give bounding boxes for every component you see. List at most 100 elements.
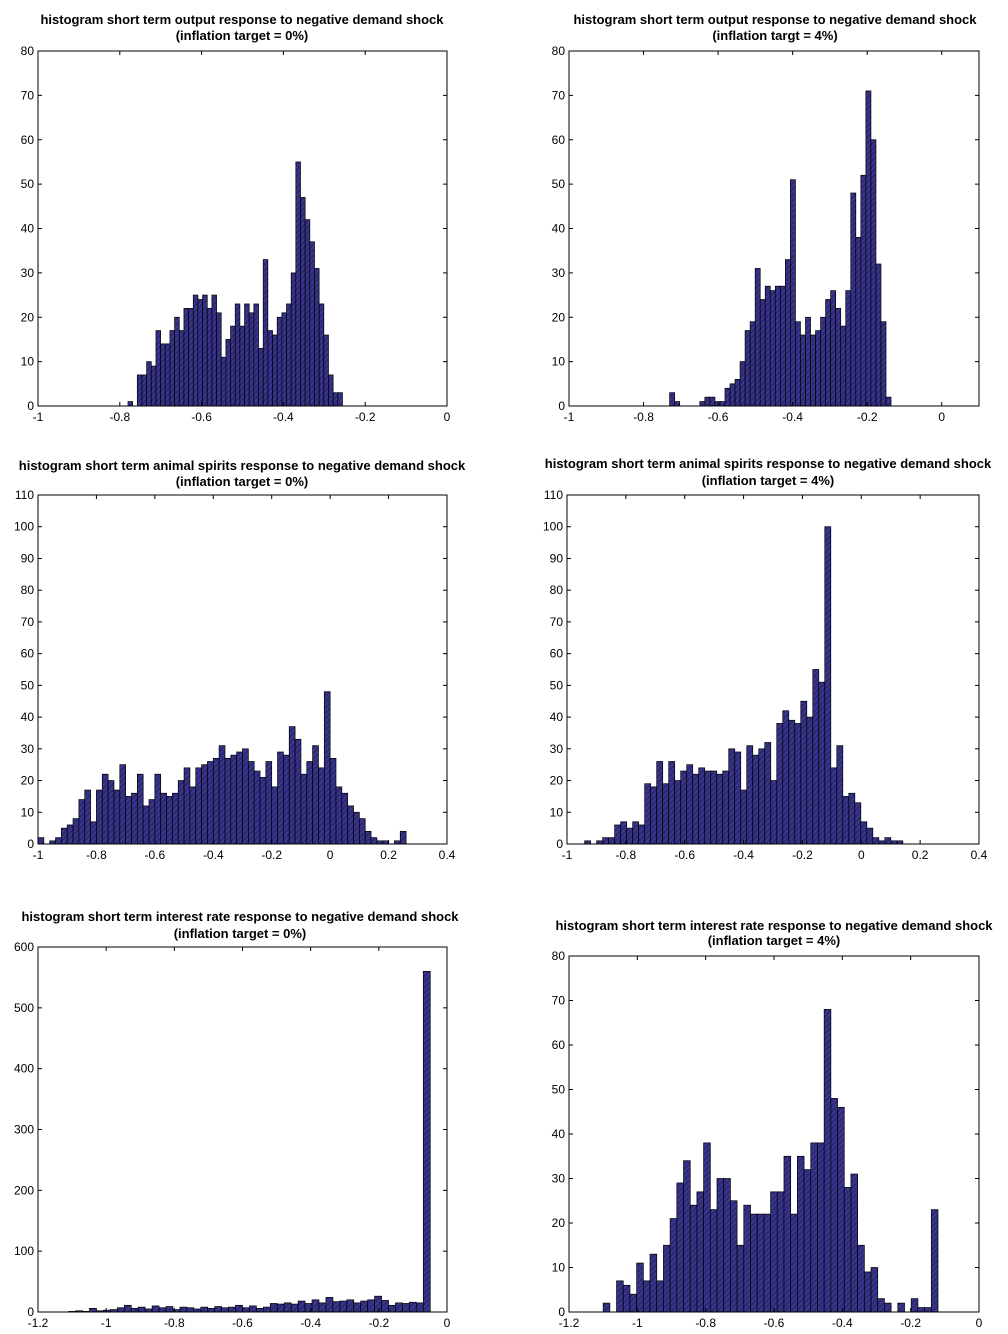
- histogram-bar: [649, 1253, 658, 1313]
- histogram-bar: [239, 325, 245, 407]
- histogram-bar: [865, 90, 872, 407]
- histogram-bar: [830, 1098, 838, 1313]
- histogram-bar: [218, 745, 226, 845]
- x-tick-label: -0.6: [232, 1316, 253, 1330]
- x-tick-label: -0.2: [355, 410, 376, 424]
- histogram-bar: [235, 1304, 243, 1313]
- histogram-bar: [136, 773, 144, 845]
- histogram-bar: [756, 1213, 765, 1313]
- histogram-bar: [750, 1213, 758, 1313]
- histogram-bar: [806, 716, 814, 845]
- histogram-bar: [810, 334, 816, 407]
- histogram-bar: [207, 761, 214, 845]
- histogram-bar: [130, 1307, 139, 1313]
- histogram-bar: [674, 401, 681, 407]
- histogram-bar: [897, 1302, 905, 1313]
- histogram-bar: [709, 396, 716, 407]
- histogram-bar: [78, 799, 86, 845]
- histogram-bar: [253, 770, 261, 845]
- x-tick-label: -0.6: [191, 410, 212, 424]
- histogram-bar: [131, 792, 138, 845]
- histogram-bar: [178, 330, 185, 407]
- chart-subtitle: (inflation targt = 4%): [712, 28, 837, 43]
- histogram-bar: [119, 764, 126, 845]
- histogram-bar: [818, 681, 826, 845]
- histogram-bar: [332, 1301, 341, 1313]
- chart-subtitle: (inflation target = 0%): [174, 926, 307, 941]
- histogram-bar: [770, 1191, 778, 1313]
- histogram-bar: [154, 773, 162, 845]
- histogram-bar: [150, 365, 157, 407]
- histogram-bar: [346, 1299, 355, 1313]
- y-tick-label: 80: [21, 44, 35, 58]
- histogram-bar: [151, 1305, 160, 1313]
- x-tick-label: -0.8: [86, 848, 107, 862]
- x-tick-label: -0.4: [300, 1316, 321, 1330]
- x-tick-label: -1: [564, 410, 575, 424]
- x-tick-label: -1: [33, 410, 44, 424]
- histogram-bar: [805, 316, 811, 407]
- histogram-bar: [758, 748, 766, 845]
- chart-subtitle: (inflation target = 0%): [176, 474, 309, 489]
- y-tick-label: 40: [552, 1127, 566, 1141]
- y-tick-label: 0: [558, 1305, 565, 1319]
- histogram-bar: [872, 837, 880, 845]
- histogram-bar: [169, 330, 175, 407]
- histogram-bar: [281, 312, 287, 407]
- histogram-bar: [724, 387, 731, 407]
- histogram-bar: [845, 290, 852, 407]
- histogram-bar: [399, 830, 407, 845]
- histogram-bar: [263, 1306, 271, 1313]
- histogram-bar: [225, 339, 231, 407]
- histogram-bar: [276, 316, 283, 407]
- histogram-bar: [788, 719, 796, 845]
- y-tick-label: 70: [21, 88, 35, 102]
- histogram-bar: [165, 1306, 174, 1313]
- axes-frame: [566, 494, 980, 845]
- histogram-bar: [910, 1298, 919, 1313]
- y-tick-label: 80: [552, 44, 566, 58]
- histogram-bar: [668, 761, 676, 845]
- histogram-bar: [276, 1303, 285, 1313]
- x-tick-label: -0.8: [695, 1316, 716, 1330]
- histogram-bar: [339, 1300, 348, 1313]
- histogram-bar: [632, 821, 640, 845]
- histogram-bar: [823, 1009, 832, 1313]
- histogram-bar: [267, 330, 273, 407]
- x-tick-label: -0.2: [261, 848, 282, 862]
- histogram-bar: [779, 285, 786, 407]
- y-tick-label: 70: [21, 615, 35, 629]
- y-tick-label: 100: [14, 520, 34, 534]
- histogram-bar: [107, 780, 115, 845]
- histogram-panel-6: histogram short term interest rate respo…: [552, 918, 994, 1330]
- histogram-bar: [228, 1306, 236, 1313]
- histogram-bar: [136, 374, 143, 407]
- x-tick-label: -1: [101, 1316, 112, 1330]
- histogram-bar: [855, 237, 862, 407]
- y-tick-label: 30: [21, 266, 35, 280]
- histogram-bar: [730, 1200, 738, 1313]
- histogram-bar: [749, 321, 756, 407]
- histogram-bar: [212, 757, 220, 845]
- histogram-bar: [300, 773, 308, 845]
- histogram-panel-2: histogram short term output response to …: [552, 12, 980, 424]
- histogram-bar: [723, 1178, 731, 1313]
- x-tick-label: -1.2: [559, 1316, 580, 1330]
- histogram-panel-4: histogram short term animal spirits resp…: [543, 456, 992, 862]
- histogram-bar: [850, 1173, 858, 1313]
- histogram-bar: [764, 285, 771, 407]
- histogram-bar: [125, 796, 132, 845]
- histogram-bar: [824, 526, 832, 845]
- histogram-bar: [200, 1306, 209, 1313]
- histogram-bar: [230, 325, 236, 407]
- histogram-bar: [602, 1302, 611, 1313]
- histogram-panel-5: histogram short term interest rate respo…: [14, 909, 459, 1330]
- histogram-bar: [744, 330, 751, 407]
- y-tick-label: 400: [14, 1062, 34, 1076]
- histogram-bar: [810, 1142, 818, 1313]
- histogram-bar: [248, 312, 255, 407]
- histogram-bar: [614, 824, 622, 845]
- axes-frame: [37, 494, 448, 845]
- histogram-bar: [277, 751, 284, 845]
- histogram-bar: [72, 818, 80, 845]
